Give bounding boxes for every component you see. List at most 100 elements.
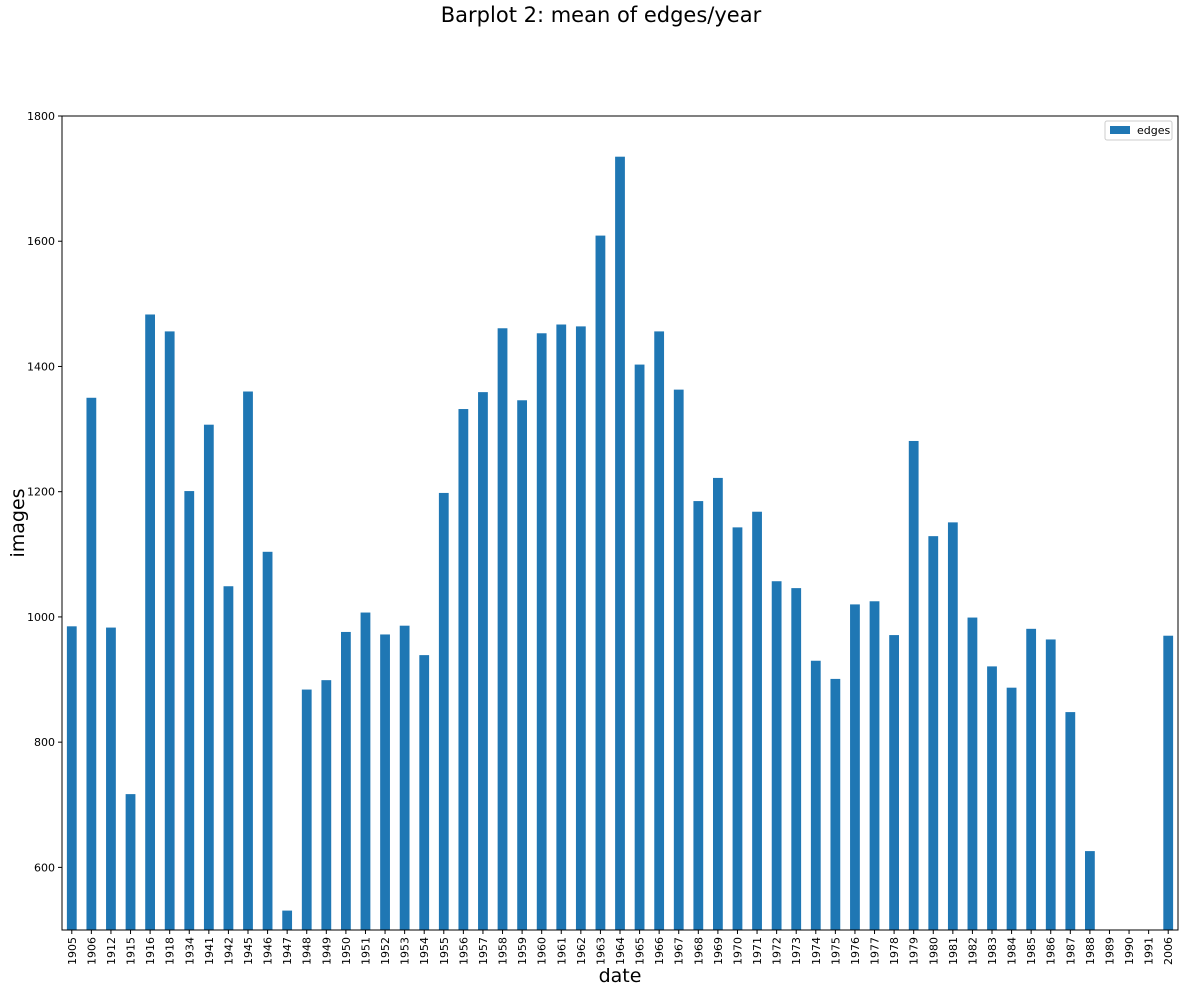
bar-1960 [536,333,547,930]
x-tick-label: 1970 [731,937,744,965]
x-tick-label: 1981 [947,937,960,965]
bar-1952 [380,634,390,930]
bar-1948 [301,689,312,930]
x-tick-label: 1968 [692,937,705,965]
x-tick-label: 1948 [301,937,314,965]
legend-label: edges [1137,124,1171,137]
bar-1972 [771,581,782,930]
bar-1979 [908,440,919,930]
legend: edges [1104,120,1173,141]
x-tick-label: 1964 [614,937,627,965]
bar-1977 [869,601,880,930]
x-tick-label: 1974 [810,937,823,965]
legend-swatch [1110,126,1130,134]
bar-1962 [575,326,586,930]
x-tick-label: 1979 [908,937,921,965]
x-tick-label: 1957 [477,937,490,965]
bar-1916 [145,314,155,930]
x-tick-label: 1946 [262,937,275,965]
x-tick-label: 1956 [457,937,470,965]
y-tick-label: 1000 [27,611,55,624]
x-tick-label: 1987 [1064,937,1077,965]
y-tick-label: 1200 [27,486,55,499]
x-tick-label: 1958 [497,937,510,965]
bar-1918 [164,331,175,930]
bar-1956 [458,409,469,930]
x-tick-label: 1977 [869,937,882,965]
y-axis-label: images [7,488,29,557]
x-tick-label: 1973 [790,937,803,965]
x-tick-label: 1953 [399,937,412,965]
bar-1942 [223,586,234,930]
x-tick-label: 1954 [418,937,431,965]
x-tick-label: 1945 [242,937,255,965]
x-tick-label: 1985 [1025,937,1038,965]
x-tick-label: 1978 [888,937,901,965]
bar-1986 [1045,639,1056,930]
bar-1949 [321,680,332,930]
bar-1951 [360,612,371,930]
x-tick-label: 1947 [281,937,294,965]
bar-1978 [889,635,899,930]
y-tick-label: 600 [34,861,55,874]
bar-1963 [595,235,606,931]
x-tick-label: 1965 [634,937,647,965]
bar-1969 [713,477,723,930]
x-tick-label: 2006 [1162,937,1175,965]
bar-1973 [791,588,802,930]
bar-1968 [693,501,704,930]
bar-1976 [850,604,860,930]
bar-2006 [1163,635,1174,930]
x-tick-label: 1952 [379,937,392,965]
x-tick-label: 1966 [653,937,666,965]
chart-title: Barplot 2: mean of edges/year [441,3,762,27]
bar-1953 [399,625,410,930]
bar-1981 [947,522,958,930]
x-tick-label: 1941 [203,937,216,965]
x-tick-label: 1942 [222,937,235,965]
bar-1912 [106,627,116,930]
bar-1961 [556,324,567,930]
bar-1984 [1006,687,1017,930]
bar-1967 [673,389,684,930]
bar-1966 [654,331,665,930]
x-tick-label: 1955 [438,937,451,965]
x-tick-label: 1972 [771,937,784,965]
bar-1959 [517,400,527,930]
bar-1985 [1026,628,1037,930]
bar-1970 [732,527,743,930]
bar-1957 [478,392,488,930]
bar-1950 [341,631,351,930]
x-tick-label: 1983 [986,937,999,965]
x-tick-label: 1962 [575,937,588,965]
x-tick-label: 1949 [320,937,333,965]
x-tick-label: 1967 [673,937,686,965]
bar-1980 [928,536,939,930]
x-tick-label: 1990 [1123,937,1136,965]
plot-frame [61,115,1179,931]
y-axis: 600 800 1000 1200 1400 1600 1800 [27,110,62,874]
x-tick-label: 1975 [829,937,842,965]
bar-1983 [987,666,997,930]
x-tick-label: 1980 [927,937,940,965]
y-tick-label: 1600 [27,235,55,248]
bars-group [66,156,1174,931]
bar-1954 [419,655,430,930]
bar-1987 [1065,712,1076,930]
bar-1971 [752,511,762,930]
x-tick-label: 1912 [105,937,118,965]
x-tick-label: 1960 [536,937,549,965]
bar-1934 [184,491,195,930]
x-tick-label: 1971 [751,937,764,965]
x-tick-label: 1991 [1143,937,1156,965]
bar-1905 [66,626,77,930]
bar-1982 [967,617,978,930]
x-tick-label: 1905 [66,937,79,965]
bar-1988 [1085,851,1095,930]
x-tick-label: 1950 [340,937,353,965]
x-tick-label: 1984 [1006,937,1019,965]
bar-1974 [810,660,821,930]
x-tick-label: 1982 [966,937,979,965]
